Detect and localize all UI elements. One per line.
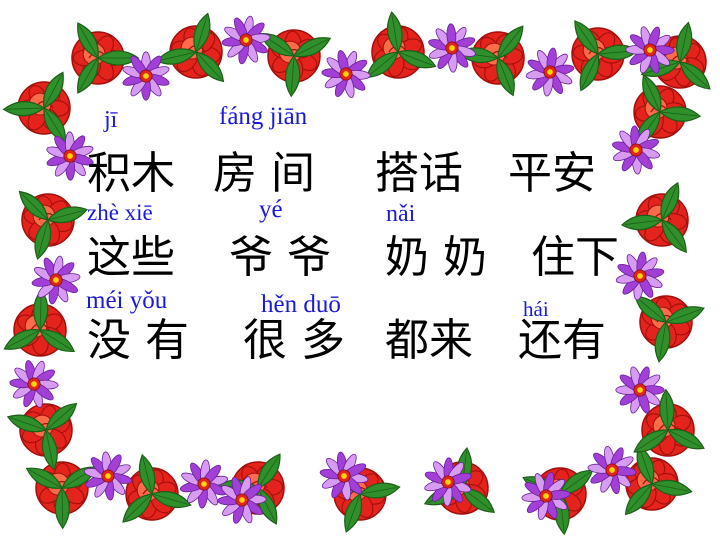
green-leaf-icon [633, 429, 669, 453]
green-leaf-icon [665, 306, 705, 325]
purple-star-flower-icon [625, 26, 675, 74]
green-leaf-icon [344, 493, 363, 533]
purple-star-flower-icon [9, 360, 59, 408]
green-leaf-icon [77, 57, 99, 94]
green-leaf-icon [574, 20, 599, 55]
purple-star-flower-icon [424, 457, 472, 507]
green-leaf-icon [138, 453, 156, 496]
green-leaf-icon [624, 483, 653, 516]
green-leaf-icon [654, 320, 671, 363]
green-leaf-icon [34, 218, 52, 260]
pinyin-fang-jian: fáng jiān [219, 103, 308, 130]
green-leaf-icon [41, 428, 58, 471]
green-leaf-icon [659, 388, 675, 432]
green-leaf-icon [46, 206, 88, 224]
green-leaf-icon [77, 22, 99, 59]
green-leaf-icon [43, 71, 64, 109]
purple-star-flower-icon [521, 471, 571, 521]
word-zhuxia: 住下 [531, 232, 619, 283]
word-jimu: 积木 [87, 148, 175, 199]
purple-star-flower-icon [221, 15, 271, 65]
green-leaf-icon [642, 74, 662, 113]
purple-star-flower-icon [428, 23, 476, 73]
green-leaf-icon [193, 12, 211, 54]
word-fangjian: 房 间 [213, 148, 315, 199]
word-henduo: 很 多 [243, 315, 345, 366]
word-meiyou: 没 有 [87, 315, 189, 366]
word-haiyou: 还有 [518, 315, 606, 366]
word-zhexie: 这些 [87, 232, 175, 283]
green-leaf-icon [2, 101, 46, 117]
green-leaf-icon [284, 54, 301, 98]
green-leaf-icon [676, 21, 693, 64]
pinyin-hai: hái [523, 297, 549, 321]
green-leaf-icon [397, 50, 437, 69]
green-leaf-icon [579, 53, 600, 92]
purple-star-flower-icon [46, 131, 94, 181]
green-leaf-icon [679, 61, 711, 90]
pinyin-nai: nǎi [386, 201, 416, 227]
pinyin-ye: yé [259, 196, 283, 223]
green-leaf-icon [257, 453, 281, 489]
green-leaf-icon [658, 106, 702, 122]
green-leaf-icon [386, 11, 403, 54]
purple-star-flower-icon [83, 451, 133, 501]
green-leaf-icon [25, 467, 63, 489]
green-leaf-icon [45, 402, 78, 431]
purple-star-flower-icon [179, 459, 229, 509]
word-yeye: 爷 爷 [229, 232, 331, 283]
green-leaf-icon [461, 487, 496, 513]
green-leaf-icon [496, 57, 515, 97]
purple-star-flower-icon [615, 366, 665, 414]
word-dahua: 搭话 [375, 148, 463, 199]
pinyin-hen-duo: hěn duō [261, 291, 341, 318]
green-leaf-icon [39, 329, 76, 352]
purple-star-flower-icon [612, 125, 660, 175]
purple-star-flower-icon [587, 445, 637, 495]
purple-star-flower-icon [217, 476, 267, 524]
word-doulai: 都来 [385, 315, 473, 366]
green-leaf-icon [54, 486, 71, 530]
green-leaf-icon [18, 190, 49, 221]
green-leaf-icon [620, 214, 664, 231]
purple-star-flower-icon [321, 50, 371, 98]
purple-star-flower-icon [122, 51, 170, 101]
purple-star-flower-icon [525, 47, 575, 97]
purple-star-flower-icon [31, 255, 81, 305]
pinyin-zhe-xie: zhè xiē [87, 200, 153, 225]
green-leaf-icon [6, 414, 47, 433]
green-leaf-icon [150, 491, 192, 509]
purple-star-flower-icon [319, 451, 369, 501]
green-leaf-icon [667, 428, 705, 450]
green-leaf-icon [661, 219, 687, 254]
green-leaf-icon [358, 482, 401, 499]
green-leaf-icon [660, 181, 680, 221]
pinyin-ji: jī [104, 107, 118, 133]
green-leaf-icon [96, 50, 140, 66]
green-leaf-icon [293, 37, 332, 58]
green-leaf-icon [195, 51, 225, 83]
green-leaf-icon [497, 25, 524, 59]
word-nainai: 奶 奶 [385, 232, 487, 283]
word-pingan: 平安 [508, 148, 596, 199]
purple-star-flower-icon [615, 251, 665, 301]
green-leaf-icon [650, 479, 693, 496]
green-leaf-icon [122, 493, 153, 523]
pinyin-mei-you: méi yǒu [86, 287, 168, 314]
green-leaf-icon [3, 329, 41, 350]
